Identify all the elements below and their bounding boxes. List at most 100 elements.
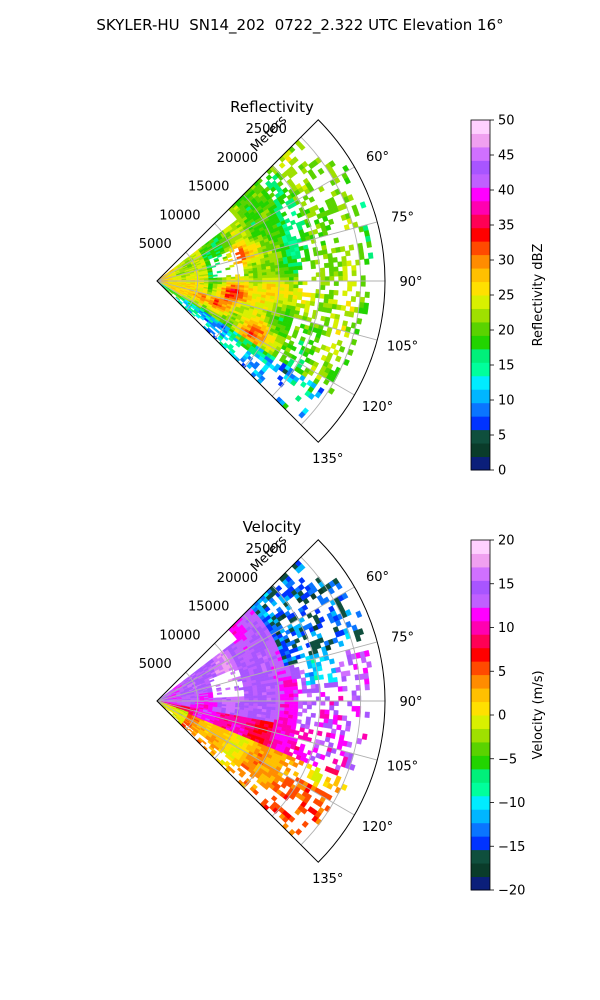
- range-gate: [288, 693, 295, 698]
- range-gate: [283, 710, 290, 716]
- range-gate: [326, 782, 334, 790]
- colorbar-segment: [471, 580, 490, 595]
- range-gate: [270, 688, 276, 693]
- colorbar-segment: [471, 187, 490, 202]
- range-gate: [284, 693, 290, 698]
- azimuth-tick-label: 75°: [391, 630, 414, 645]
- range-gate: [266, 283, 272, 288]
- range-gate: [288, 828, 296, 836]
- range-gate: [293, 704, 299, 709]
- range-gate: [266, 271, 272, 276]
- range-gate: [284, 280, 290, 285]
- range-gate: [244, 693, 250, 697]
- azimuth-spoke: [156, 700, 378, 761]
- range-gate: [276, 180, 284, 188]
- range-gate: [319, 267, 326, 273]
- range-gate: [294, 395, 302, 403]
- range-gate: [270, 268, 276, 273]
- range-gate: [274, 267, 281, 272]
- range-gate: [253, 695, 259, 699]
- range-gate: [279, 703, 286, 708]
- range-gate: [297, 704, 303, 709]
- range-gate: [328, 160, 336, 168]
- range-gate: [323, 298, 329, 304]
- range-gate: [359, 201, 367, 209]
- azimuth-tick-label: 105°: [387, 340, 418, 355]
- range-gate: [327, 218, 335, 226]
- range-gate: [304, 724, 311, 730]
- range-gate: [338, 345, 346, 353]
- colorbar-tick-label: 5: [498, 429, 506, 444]
- range-gate: [327, 673, 333, 679]
- colorbar-tick-label: 10: [498, 621, 515, 636]
- range-gate: [309, 675, 316, 682]
- range-gate: [337, 640, 345, 648]
- range-gate: [275, 271, 281, 276]
- range-gate: [362, 307, 369, 315]
- figure-title: SKYLER-HU SN14_202 0722_2.322 UTC Elevat…: [96, 16, 504, 34]
- range-gate: [299, 652, 306, 659]
- range-gate: [336, 724, 342, 731]
- range-gate: [280, 277, 285, 282]
- panel-title: Reflectivity: [230, 98, 314, 116]
- range-gate: [284, 273, 290, 278]
- range-gate: [300, 381, 307, 388]
- azimuth-tick-label: 105°: [387, 760, 418, 775]
- colorbar-segment: [471, 607, 490, 622]
- range-gate: [342, 265, 348, 272]
- range-gate: [212, 274, 218, 277]
- range-gate: [336, 339, 343, 347]
- range-gate: [271, 694, 277, 699]
- range-gate: [347, 659, 354, 666]
- range-gate: [344, 609, 352, 617]
- range-gate: [332, 758, 339, 765]
- azimuth-spoke: [156, 586, 355, 702]
- range-gate: [360, 656, 367, 664]
- range-gate: [332, 714, 339, 721]
- range-gate: [338, 275, 344, 282]
- range-gate: [283, 683, 289, 688]
- range-gate: [288, 686, 294, 691]
- colorbar-segment: [471, 133, 490, 148]
- range-gate: [293, 707, 299, 713]
- reflectivity-panel: Reflectivity500010000150002000025000Mete…: [139, 98, 546, 479]
- range-gate: [288, 815, 296, 823]
- range-gate: [284, 707, 290, 712]
- colorbar-tick-label: −5: [498, 752, 517, 767]
- range-gate: [244, 273, 250, 277]
- range-gate: [195, 314, 200, 319]
- range-gate: [330, 342, 337, 350]
- range-gate: [326, 307, 333, 314]
- range-gate: [279, 287, 285, 292]
- range-gate: [293, 280, 299, 285]
- range-gate: [320, 280, 326, 286]
- range-gate: [298, 577, 306, 585]
- range-gate: [261, 706, 268, 710]
- range-gate: [294, 730, 300, 736]
- range-gate: [310, 688, 317, 694]
- range-gate: [364, 291, 370, 298]
- range-gate: [364, 258, 370, 265]
- range-gate: [325, 224, 332, 231]
- range-gate: [327, 723, 333, 729]
- range-gate: [332, 719, 338, 725]
- range-gate: [323, 293, 330, 300]
- range-gate: [199, 316, 205, 321]
- range-gate: [320, 691, 326, 697]
- range-gate: [342, 270, 348, 277]
- range-gate: [366, 241, 372, 248]
- colorbar-segment: [471, 335, 490, 350]
- range-gate: [325, 644, 332, 651]
- colorbar-tick-label: 30: [498, 254, 515, 269]
- range-gate: [289, 793, 296, 801]
- range-gate: [271, 700, 277, 705]
- colorbar-segment: [471, 849, 490, 864]
- radial-tick-label: 15000: [188, 180, 229, 195]
- range-gate: [311, 700, 317, 706]
- range-gate: [253, 283, 259, 287]
- radial-tick-label: 15000: [188, 600, 229, 615]
- range-gate: [327, 298, 334, 305]
- range-gate: [297, 265, 303, 271]
- polar-grid: [156, 136, 385, 426]
